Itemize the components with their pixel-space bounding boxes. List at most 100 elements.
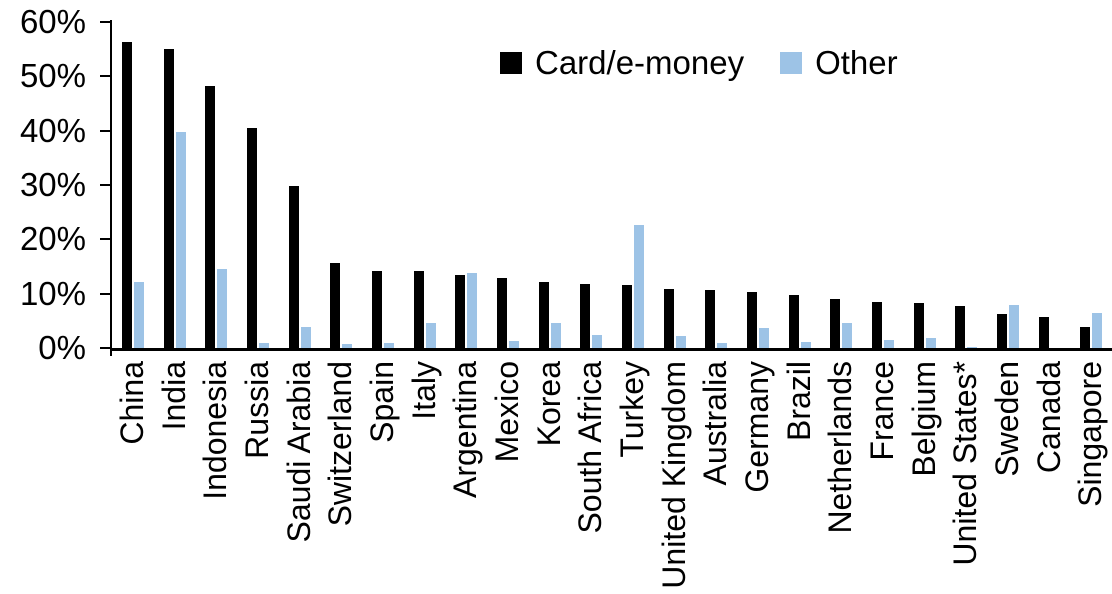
bar-other-mexico: [508, 341, 519, 348]
bar-card-e-money-united-states: [955, 306, 966, 348]
y-axis-tick: [100, 347, 110, 349]
bar-group-france: [862, 22, 904, 348]
bar-group-canada: [1029, 22, 1071, 348]
bar-other-switzerland: [342, 344, 353, 348]
bar-card-e-money-spain: [371, 271, 382, 348]
x-axis-label-text: Brazil: [780, 361, 817, 442]
bar-group-mexico: [487, 22, 529, 348]
bar-card-e-money-saudi-arabia: [288, 186, 299, 348]
x-axis-label-text: Sweden: [988, 361, 1025, 477]
bar-other-italy: [425, 323, 436, 348]
bar-other-united-states: [967, 347, 978, 348]
y-axis-tick-label: 50%: [19, 57, 86, 95]
y-axis-tick: [100, 184, 110, 186]
x-axis-label-saudi-arabia: Saudi Arabia: [279, 361, 321, 594]
x-axis-label-text: Germany: [738, 361, 775, 493]
x-axis-label-text: Australia: [697, 361, 734, 486]
bar-card-e-money-argentina: [455, 275, 466, 348]
bar-other-brazil: [800, 342, 811, 348]
x-axis-label-text: Turkey: [613, 361, 650, 458]
x-axis-label-sweden: Sweden: [987, 361, 1029, 594]
bar-card-e-money-united-kingdom: [663, 289, 674, 348]
bar-other-china: [133, 282, 144, 348]
legend-item-other: Other: [780, 46, 898, 79]
x-axis-label-text: United Kingdom: [655, 361, 692, 589]
bar-group-saudi-arabia: [279, 22, 321, 348]
bar-other-singapore: [1092, 313, 1103, 348]
x-axis-label-argentina: Argentina: [445, 361, 487, 594]
bar-group-brazil: [779, 22, 821, 348]
x-axis-label-text: Switzerland: [322, 361, 359, 527]
bar-card-e-money-belgium: [913, 303, 924, 348]
y-axis-tick-label: 10%: [19, 274, 86, 312]
bar-group-spain: [362, 22, 404, 348]
x-axis-label-text: Belgium: [905, 361, 942, 477]
bar-other-russia: [258, 343, 269, 348]
bar-group-germany: [737, 22, 779, 348]
x-axis-label-text: Italy: [405, 361, 442, 420]
x-axis-label-australia: Australia: [695, 361, 737, 594]
bar-card-e-money-germany: [746, 292, 757, 348]
x-axis-label-india: India: [154, 361, 196, 594]
x-axis-label-text: Canada: [1030, 361, 1067, 474]
bar-group-south-africa: [570, 22, 612, 348]
x-axis-label-text: United States*: [947, 361, 984, 566]
bar-card-e-money-india: [163, 49, 174, 348]
bar-other-turkey: [633, 225, 644, 348]
bar-other-germany: [758, 328, 769, 348]
bar-other-belgium: [925, 338, 936, 348]
bar-group-united-states: [945, 22, 987, 348]
plot-area: [112, 22, 1112, 348]
bar-group-switzerland: [320, 22, 362, 348]
x-axis-label-text: France: [863, 361, 900, 461]
bar-other-australia: [717, 343, 728, 348]
x-axis-label-belgium: Belgium: [904, 361, 946, 594]
bar-card-e-money-turkey: [621, 285, 632, 348]
bar-group-indonesia: [195, 22, 237, 348]
bar-card-e-money-russia: [246, 128, 257, 348]
x-axis-label-text: Russia: [238, 361, 275, 459]
y-axis-tick-label: 0%: [38, 329, 86, 366]
bar-group-italy: [404, 22, 446, 348]
bar-card-e-money-netherlands: [830, 299, 841, 348]
bar-other-united-kingdom: [675, 336, 686, 348]
bar-card-e-money-korea: [538, 282, 549, 348]
bar-card-e-money-indonesia: [205, 86, 216, 348]
bar-other-spain: [383, 343, 394, 348]
bar-card-e-money-italy: [413, 271, 424, 348]
x-axis-label-text: Saudi Arabia: [280, 361, 317, 543]
bar-group-belgium: [904, 22, 946, 348]
x-axis-label-text: Indonesia: [197, 361, 234, 500]
x-axis-label-mexico: Mexico: [487, 361, 529, 594]
x-axis-line: [110, 348, 1112, 351]
x-axis-label-text: Argentina: [447, 361, 484, 498]
bar-card-e-money-switzerland: [330, 263, 341, 348]
bar-group-turkey: [612, 22, 654, 348]
x-axis-label-united-states: United States*: [945, 361, 987, 594]
x-axis-label-text: Mexico: [488, 361, 525, 463]
x-axis-label-germany: Germany: [737, 361, 779, 594]
bar-group-china: [112, 22, 154, 348]
x-axis-label-spain: Spain: [362, 361, 404, 594]
x-axis-label-text: Korea: [530, 361, 567, 447]
legend-label-card-e-money: Card/e-money: [535, 44, 745, 81]
x-axis-label-russia: Russia: [237, 361, 279, 594]
x-axis-label-china: China: [112, 361, 154, 594]
bar-other-korea: [550, 323, 561, 348]
x-axis-label-united-kingdom: United Kingdom: [654, 361, 696, 594]
bar-card-e-money-france: [871, 302, 882, 348]
bar-other-india: [175, 132, 186, 348]
bar-card-e-money-brazil: [788, 295, 799, 348]
x-axis-label-netherlands: Netherlands: [820, 361, 862, 594]
x-axis-label-text: Netherlands: [822, 361, 859, 534]
y-axis-tick: [100, 21, 110, 23]
x-axis-label-switzerland: Switzerland: [320, 361, 362, 594]
chart-legend: Card/e-money Other: [500, 46, 898, 79]
x-axis-label-text: Spain: [363, 361, 400, 443]
legend-swatch-other-icon: [780, 51, 803, 74]
x-axis-label-brazil: Brazil: [779, 361, 821, 594]
y-axis-tick-label: 20%: [19, 220, 86, 258]
bar-card-e-money-canada: [1038, 317, 1049, 348]
bar-group-netherlands: [820, 22, 862, 348]
